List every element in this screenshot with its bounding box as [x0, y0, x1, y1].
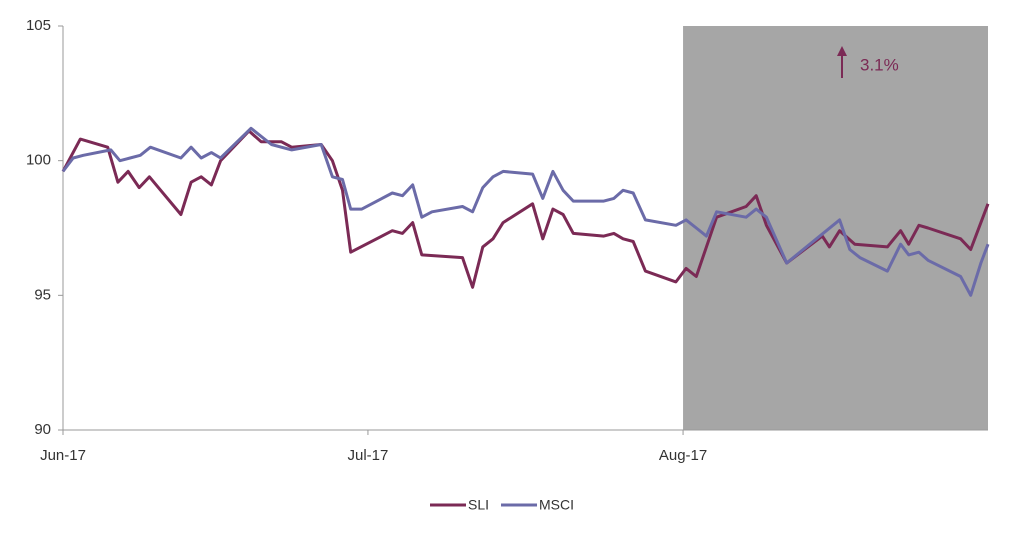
y-tick-label: 90 [34, 421, 51, 438]
y-tick-label: 95 [34, 286, 51, 303]
legend-label: MSCI [539, 497, 574, 513]
annotation-text: 3.1% [860, 55, 899, 74]
series-line [61, 129, 990, 289]
legend-label: SLI [468, 497, 489, 513]
legend: SLI MSCI [430, 497, 574, 513]
annotation: 3.1% [837, 46, 899, 78]
x-tick-label: Jun-17 [40, 447, 86, 464]
x-tick-label: Jul-17 [348, 447, 389, 464]
annotation-arrowhead [837, 46, 847, 56]
highlight-band [683, 26, 988, 430]
x-tick-label: Aug-17 [659, 447, 707, 464]
y-tick-label: 105 [26, 17, 51, 34]
series-line [61, 126, 990, 297]
y-tick-label: 100 [26, 152, 51, 169]
